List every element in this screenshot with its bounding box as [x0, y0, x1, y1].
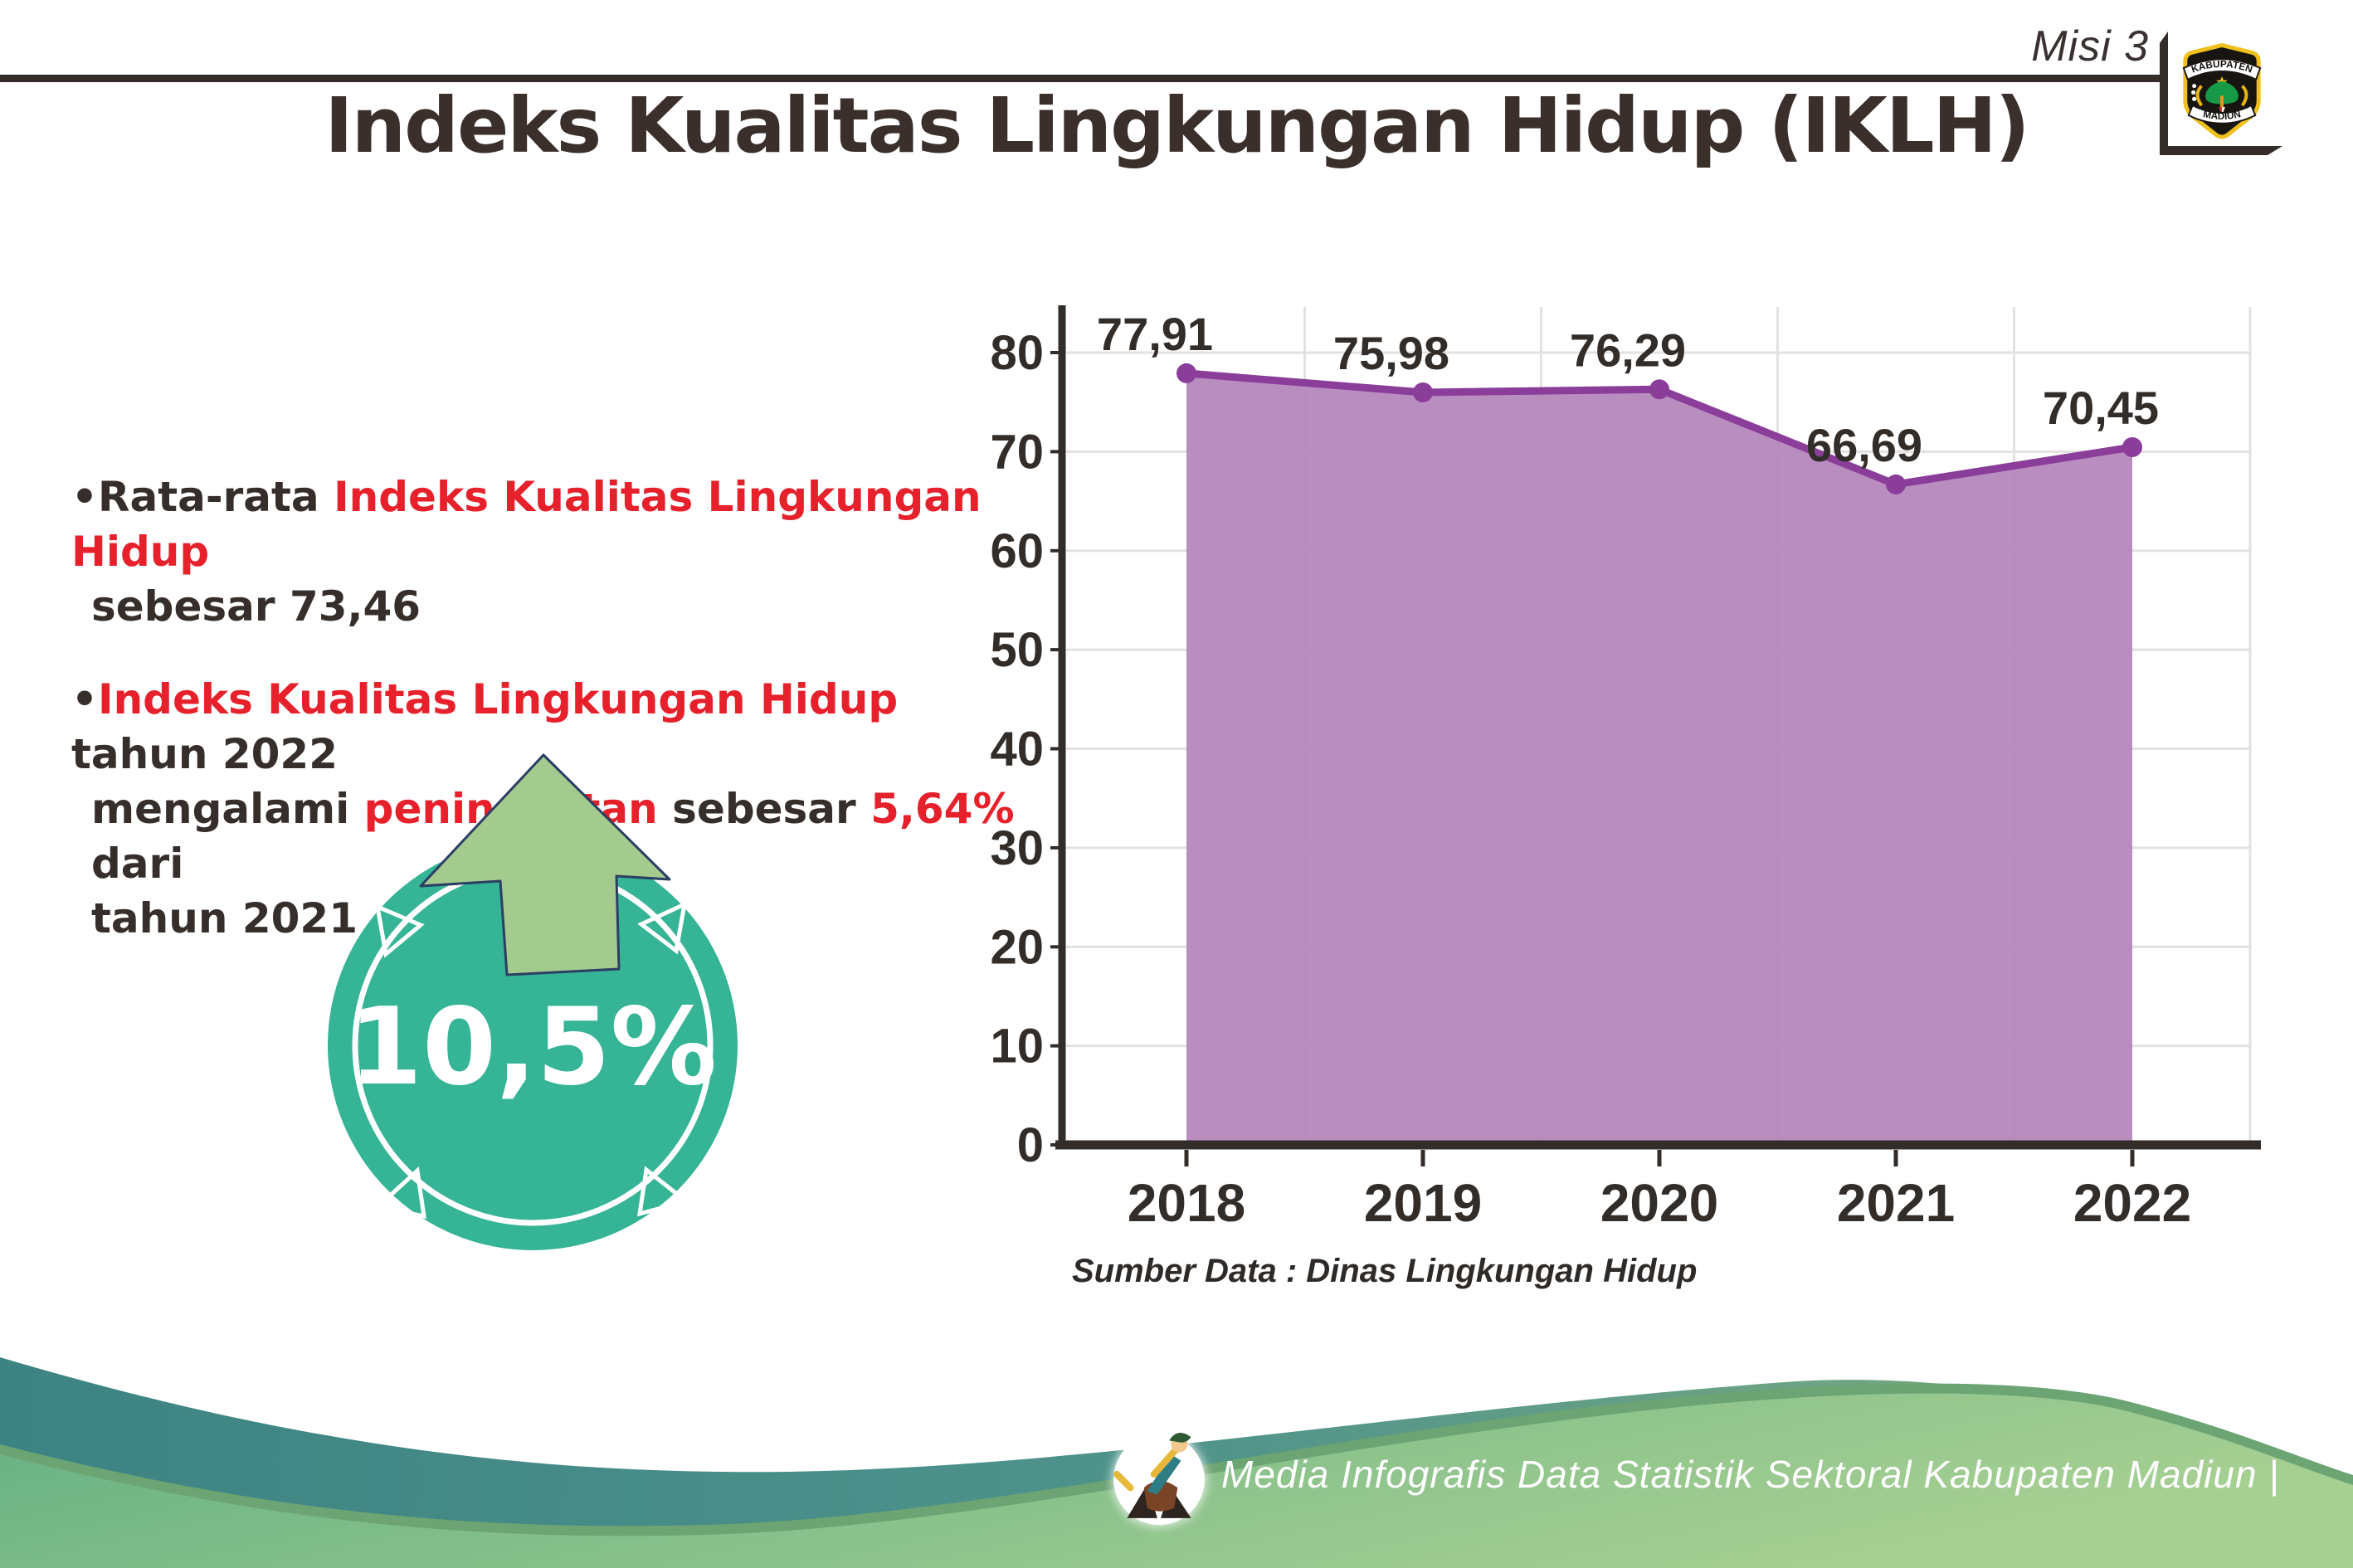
svg-text:2021: 2021: [1837, 1173, 1955, 1233]
logo-bottom-banner-text: MADIUN: [2202, 109, 2242, 122]
footer-mascot-icon: [1113, 1433, 1205, 1525]
logo-top-banner: [2182, 58, 2262, 81]
logo-cotton-dot: [2192, 96, 2197, 101]
svg-text:75,98: 75,98: [1333, 327, 1449, 379]
chart-svg: 77,91 75,98 76,29 66,69 70,45 0 10 20 30 40 50 60 70…: [990, 305, 2261, 1233]
svg-text:60: 60: [990, 524, 1044, 578]
mascot-cap: [1169, 1433, 1191, 1443]
svg-text:77,91: 77,91: [1097, 308, 1213, 360]
insight-bullet-increase: •Indeks Kualitas Lingkungan Hidup tahun …: [71, 672, 1034, 946]
insight-text-line: tahun 2021: [91, 894, 358, 942]
badge-triangle-icon: [636, 1166, 691, 1217]
logo-frame-vertical: [2160, 32, 2168, 154]
badge-triangle-icon: [637, 900, 688, 955]
logo-frame-bottom: [2160, 146, 2282, 155]
value-labels: 77,91 75,98 76,29 66,69 70,45: [1097, 308, 2159, 471]
svg-text:70: 70: [990, 425, 1044, 479]
svg-text:76,29: 76,29: [1570, 324, 1686, 376]
svg-text:2019: 2019: [1364, 1173, 1482, 1233]
mascot-sash: [1147, 1454, 1181, 1495]
insight-text-line: sebesar 73,46: [91, 582, 421, 631]
badge-value: 10,5%: [348, 986, 717, 1109]
svg-text:50: 50: [990, 623, 1044, 677]
svg-text:2018: 2018: [1128, 1173, 1245, 1233]
insight-text-line: •Rata-rata Indeks Kualitas Lingkungan Hi…: [71, 473, 982, 576]
header-rule: [0, 75, 2162, 82]
insight-text-line: •Indeks Kualitas Lingkungan Hidup tahun …: [71, 675, 899, 778]
badge-triangle-icon: [373, 1166, 426, 1220]
logo-right-wing-icon: [2240, 85, 2248, 107]
logo-tree-trunk: [2220, 95, 2224, 108]
svg-text:2020: 2020: [1600, 1173, 1718, 1233]
badge-circle: [328, 840, 738, 1250]
badge-triangle-icon: [374, 903, 425, 958]
logo-bottom-banner: [2187, 104, 2257, 124]
svg-text:20: 20: [990, 920, 1044, 974]
misi-label: Misi 3: [2031, 22, 2149, 71]
svg-text:70,45: 70,45: [2043, 382, 2159, 434]
svg-text:80: 80: [990, 326, 1044, 380]
page-title: Indeks Kualitas Lingkungan Hidup (IKLH): [324, 81, 2029, 170]
svg-text:10: 10: [990, 1020, 1044, 1074]
svg-text:66,69: 66,69: [1806, 419, 1922, 471]
x-tick-labels: 2018 2019 2020 2021 2022: [1128, 1173, 2191, 1233]
mascot-left-leg: [1127, 1484, 1157, 1518]
chart-source-note: Sumber Data : Dinas Lingkungan Hidup: [1072, 1253, 1698, 1289]
kabupaten-madiun-logo: KABUPATEN MADIUN: [2182, 43, 2262, 139]
svg-text:40: 40: [990, 723, 1044, 777]
logo-cotton-dot: [2192, 84, 2197, 89]
axis-ticks: [1050, 351, 2135, 1166]
svg-text:2022: 2022: [2073, 1173, 2191, 1233]
svg-text:0: 0: [1017, 1118, 1044, 1172]
increase-arrow-up-icon: [419, 753, 671, 976]
insight-bullet-average: •Rata-rata Indeks Kualitas Lingkungan Hi…: [71, 470, 1034, 634]
logo-cotton-dot: [2191, 90, 2196, 95]
svg-text:30: 30: [990, 821, 1044, 875]
logo-tree-icon: [2205, 80, 2239, 105]
iklh-area-chart: 77,91 75,98 76,29 66,69 70,45 0 10 20 30 40 50 60 70…: [979, 290, 2273, 1294]
insights-list: •Rata-rata Indeks Kualitas Lingkungan Hi…: [71, 470, 1034, 946]
logo-top-banner-text: KABUPATEN: [2190, 59, 2254, 75]
increase-badge: 10,5%: [328, 753, 738, 1250]
logo-left-wing-icon: [2195, 85, 2204, 107]
y-tick-labels: 0 10 20 30 40 50 60 70 80: [990, 326, 1044, 1172]
footer-caption: Media Infografis Data Statistik Sektoral…: [1221, 1453, 2280, 1496]
mascot-arm: [1113, 1470, 1134, 1492]
data-markers: [1176, 363, 2142, 494]
area-series: [1186, 373, 2132, 1145]
